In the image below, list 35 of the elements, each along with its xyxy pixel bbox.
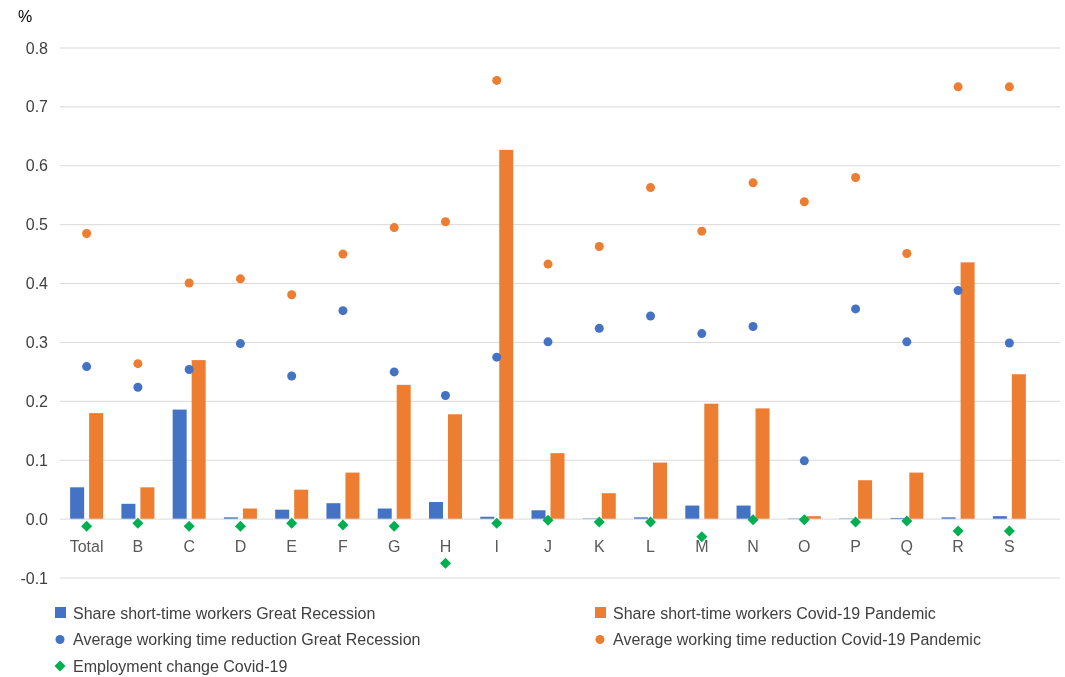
legend-label: Share short-time workers Great Recession (73, 604, 376, 622)
legend-label: Employment change Covid-19 (73, 657, 288, 675)
x-tick-label: L (646, 537, 656, 555)
y-axis-title: % (18, 8, 33, 25)
x-tick-label: H (439, 537, 452, 555)
x-tick-label: K (593, 537, 605, 555)
x-tick-label: F (338, 537, 349, 555)
y-tick-label: 0.7 (25, 98, 49, 116)
x-tick-label: E (286, 537, 298, 555)
y-tick-label: 0.5 (25, 216, 49, 234)
x-tick-label: N (747, 537, 759, 555)
x-tick-label: C (183, 537, 195, 555)
y-tick-label: 0.3 (25, 334, 49, 352)
x-tick-label: P (850, 537, 861, 555)
x-tick-label: S (1004, 537, 1015, 555)
y-tick-label: 0.6 (25, 157, 49, 175)
legend-label: Average working time reduction Covid-19 Pandemic (613, 631, 981, 649)
y-tick-label: 0.1 (25, 451, 49, 469)
x-tick-label: Total (69, 537, 104, 555)
y-tick-label: 0.2 (25, 392, 49, 410)
x-tick-label: B (132, 537, 144, 555)
x-tick-label: I (494, 537, 499, 555)
y-tick-label: 0.4 (25, 275, 49, 293)
x-tick-label: O (798, 537, 811, 555)
x-tick-label: R (952, 537, 964, 555)
y-tick-label: 0.0 (25, 510, 49, 528)
x-tick-label: D (234, 537, 247, 555)
x-tick-label: Q (900, 537, 914, 555)
y-tick-label: 0.8 (25, 39, 49, 57)
y-tick-label: -0.1 (20, 569, 49, 587)
legend-label: Share short-time workers Covid-19 Pandemic (613, 604, 936, 622)
legend-label: Average working time reduction Great Recession (73, 631, 421, 649)
x-tick-label: G (387, 537, 401, 555)
x-tick-label: J (544, 537, 552, 555)
x-tick-label: M (695, 537, 709, 555)
